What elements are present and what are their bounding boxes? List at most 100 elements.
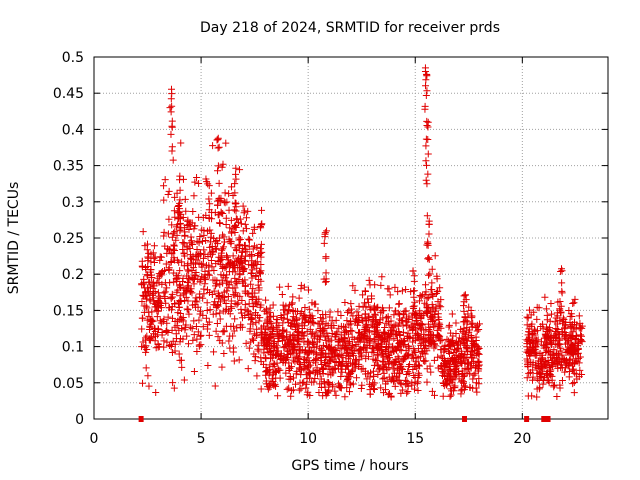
data-point [218,363,226,371]
data-point [562,360,570,368]
data-point [465,328,473,336]
data-point [461,364,469,372]
data-point [374,352,382,360]
data-point [142,302,150,310]
data-point [434,287,442,295]
data-point [144,372,152,380]
data-point [168,250,176,258]
data-point [241,312,249,320]
data-point [430,317,438,325]
data-point [459,318,467,326]
data-point [229,252,237,260]
data-point [332,391,340,399]
data-point [145,382,153,390]
data-point [236,215,244,223]
data-point [232,203,240,211]
data-point [458,352,466,360]
data-point [177,284,185,292]
data-point [528,320,536,328]
data-point [320,239,328,247]
data-point [181,195,189,203]
data-point [231,189,239,197]
data-point [283,354,291,362]
data-point [257,245,265,253]
data-point [255,276,263,284]
data-point [266,342,274,350]
data-point [315,336,323,344]
data-point [556,298,564,306]
data-point [457,390,465,398]
data-point [148,317,156,325]
data-point [156,256,164,264]
data-point [364,353,372,361]
data-point [149,249,157,257]
data-point [548,359,556,367]
data-point [298,346,306,354]
data-point [178,356,186,364]
data-point [160,337,168,345]
data-point [196,290,204,298]
data-point [552,314,560,322]
data-point [201,280,209,288]
data-point [308,299,316,307]
data-point [301,347,309,355]
data-point [196,332,204,340]
data-point [353,374,361,382]
data-point [273,359,281,367]
data-point [223,198,231,206]
data-point [556,336,564,344]
data-point [185,310,193,318]
data-point [358,314,366,322]
data-point [272,374,280,382]
data-point [470,371,478,379]
data-point [425,254,433,262]
data-point [321,278,329,286]
data-point [195,213,203,221]
data-point [446,392,454,400]
data-point [568,312,576,320]
data-point [424,294,432,302]
data-point [203,286,211,294]
data-point [168,90,176,98]
data-point [276,283,284,291]
data-point [231,284,239,292]
data-point [536,384,544,392]
data-point [324,370,332,378]
data-point [345,337,353,345]
data-point [322,269,330,277]
data-point [182,321,190,329]
data-point [154,274,162,282]
data-point [214,289,222,297]
y-tick-label: 0.35 [53,159,84,175]
data-point [326,380,334,388]
data-point [356,349,364,357]
data-point [398,316,406,324]
data-point [408,321,416,329]
data-point [242,214,250,222]
data-point [376,364,384,372]
data-point [351,317,359,325]
data-point [525,306,533,314]
x-axis-ticks: 0 5 10 15 20 [90,57,531,447]
data-point [423,212,431,220]
data-point [249,303,257,311]
data-point [460,307,468,315]
data-point [274,330,282,338]
data-point [403,332,411,340]
data-point [343,317,351,325]
data-point [231,180,239,188]
data-point [396,331,404,339]
data-point [236,270,244,278]
data-point [168,102,176,110]
data-point [184,297,192,305]
data-point [523,343,531,351]
data-point [182,293,190,301]
data-point [182,207,190,215]
data-point [426,270,434,278]
data-point [552,333,560,341]
data-point [193,256,201,264]
data-point [568,360,576,368]
data-point [428,286,436,294]
data-point [569,328,577,336]
